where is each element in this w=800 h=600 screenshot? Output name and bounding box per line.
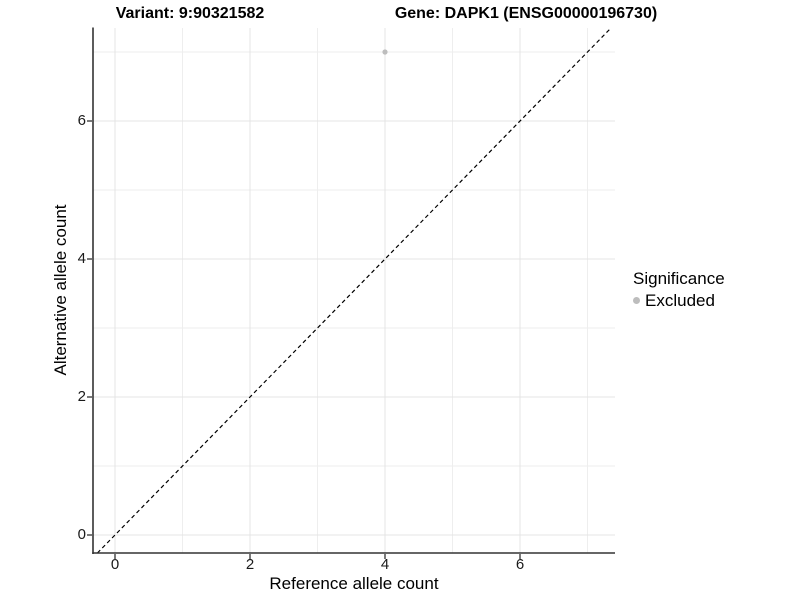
x-axis-title: Reference allele count — [269, 574, 439, 593]
x-tick-label: 4 — [380, 556, 390, 573]
x-tick-label: 6 — [515, 556, 525, 573]
legend-items: Excluded — [633, 291, 725, 310]
legend-title: Significance — [633, 269, 725, 288]
y-tick-label: 6 — [77, 112, 86, 129]
plot-panel — [87, 27, 615, 559]
y-tick-label: 0 — [77, 526, 86, 543]
legend-item: Excluded — [633, 291, 725, 310]
plot-title-gene: Gene: DAPK1 (ENSG00000196730) — [394, 5, 658, 22]
data-point — [382, 49, 388, 55]
legend: Significance Excluded — [633, 268, 725, 310]
legend-key-dot-icon — [633, 297, 640, 304]
y-tick-label: 2 — [77, 388, 86, 405]
y-axis-title: Alternative allele count — [51, 204, 70, 376]
x-tick-label: 0 — [110, 556, 120, 573]
identity-dashed-line — [96, 27, 612, 554]
chart-canvas — [87, 27, 615, 559]
legend-item-label: Excluded — [645, 291, 715, 310]
x-tick-label: 2 — [245, 556, 255, 573]
plot-title-variant: Variant: 9:90321582 — [115, 5, 265, 22]
y-tick-label: 4 — [77, 250, 86, 267]
